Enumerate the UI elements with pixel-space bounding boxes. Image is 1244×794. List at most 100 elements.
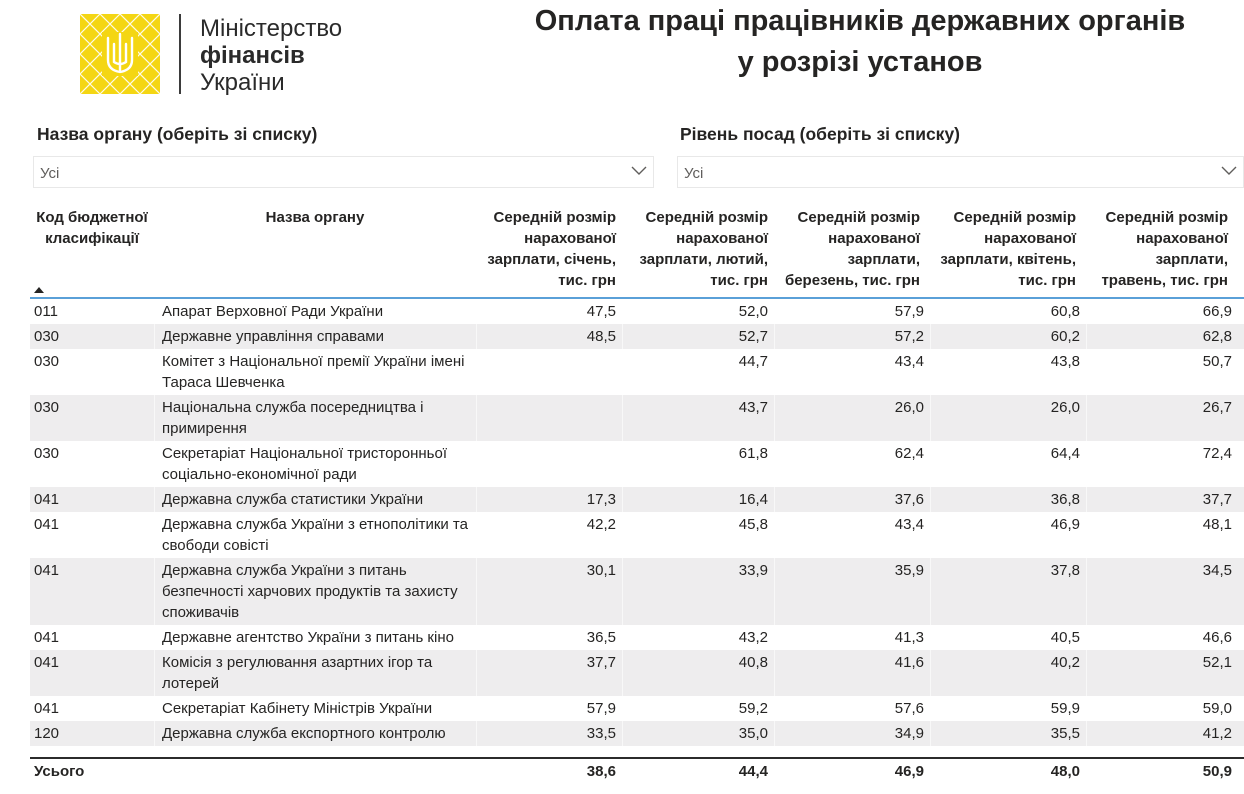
cell-march: 62,4 <box>774 441 930 487</box>
cell-march: 41,3 <box>774 625 930 650</box>
position-level-slicer-label: Рівень посад (оберіть зі списку) <box>680 124 960 144</box>
total-april: 48,0 <box>1050 763 1080 780</box>
cell-february: 52,7 <box>622 324 774 349</box>
cell-agency-name: Державна служба експортного контролю <box>154 721 476 746</box>
table-row[interactable]: 030 Державне управління справами 48,5 52,7 5… <box>30 324 1244 349</box>
cell-march: 57,2 <box>774 324 930 349</box>
cell-february: 16,4 <box>622 487 774 512</box>
cell-code: 030 <box>34 445 60 462</box>
cell-agency-name: Секретаріат Кабінету Міністрів України <box>154 696 476 721</box>
cell-code: 011 <box>34 303 58 320</box>
cell-code: 041 <box>34 516 60 533</box>
table-row[interactable]: 041 Секретаріат Кабінету Міністрів Україн… <box>30 696 1244 721</box>
agency-slicer-dropdown[interactable]: Усі <box>33 156 654 188</box>
header-name[interactable]: Назва органу <box>265 209 365 226</box>
cell-may: 59,0 <box>1086 696 1238 721</box>
table-row[interactable]: 041 Державна служба України з етнополітик… <box>30 512 1244 558</box>
header-april[interactable]: Середній розмір нарахованої зарплати, кв… <box>940 209 1076 289</box>
cell-agency-name: Державне управління справами <box>154 324 476 349</box>
agency-slicer-value: Усі <box>40 165 60 182</box>
total-march: 46,9 <box>894 763 924 780</box>
cell-april: 64,4 <box>930 441 1086 487</box>
logo-line-2: фінансів <box>200 42 305 69</box>
cell-code: 041 <box>34 562 60 579</box>
cell-march: 57,6 <box>774 696 930 721</box>
cell-march: 43,4 <box>774 349 930 395</box>
total-january: 38,6 <box>586 763 616 780</box>
cell-march: 37,6 <box>774 487 930 512</box>
cell-april: 43,8 <box>930 349 1086 395</box>
ministry-logo: Міністерство фінансів України <box>80 14 380 96</box>
sort-ascending-icon[interactable] <box>34 287 44 293</box>
cell-agency-name: Комітет з Національної премії України ім… <box>154 349 476 395</box>
header-january[interactable]: Середній розмір нарахованої зарплати, сі… <box>487 209 616 289</box>
cell-april: 40,5 <box>930 625 1086 650</box>
position-level-slicer-value: Усі <box>684 165 704 182</box>
table-header: Код бюджетної класифікації Назва органу … <box>30 199 1244 299</box>
cell-agency-name: Державна служба України з питань безпечн… <box>154 558 476 625</box>
cell-code: 041 <box>34 654 60 671</box>
cell-agency-name: Апарат Верховної Ради України <box>154 299 476 324</box>
cell-agency-name: Комісія з регулювання азартних ігор та л… <box>154 650 476 696</box>
header-may[interactable]: Середній розмір нарахованої зарплати, тр… <box>1101 209 1228 289</box>
cell-agency-name: Національна служба посередництва і прими… <box>154 395 476 441</box>
table-row[interactable]: 030 Секретаріат Національної тристоронньо… <box>30 441 1244 487</box>
page-title: Оплата праці працівників державних орган… <box>490 1 1230 83</box>
cell-february: 61,8 <box>622 441 774 487</box>
cell-february: 40,8 <box>622 650 774 696</box>
title-line-1: Оплата праці працівників державних орган… <box>534 5 1186 37</box>
cell-march: 26,0 <box>774 395 930 441</box>
cell-may: 66,9 <box>1086 299 1238 324</box>
cell-february: 45,8 <box>622 512 774 558</box>
cell-april: 59,9 <box>930 696 1086 721</box>
total-label: Усього <box>34 763 85 780</box>
chevron-down-icon <box>1221 166 1237 175</box>
cell-code: 041 <box>34 491 60 508</box>
table-row[interactable]: 120 Державна служба експортного контролю 3… <box>30 721 1244 746</box>
logo-line-3: України <box>200 69 285 96</box>
table-row[interactable]: 030 Комітет з Національної премії України… <box>30 349 1244 395</box>
table-row[interactable]: 041 Державна служба України з питань безп… <box>30 558 1244 625</box>
cell-code: 041 <box>34 700 60 717</box>
cell-agency-name: Державне агентство України з питань кіно <box>154 625 476 650</box>
agency-slicer-label: Назва органу (оберіть зі списку) <box>37 124 318 144</box>
cell-agency-name: Державна служба статистики України <box>154 487 476 512</box>
total-may: 50,9 <box>1202 763 1232 780</box>
table-row[interactable]: 041 Комісія з регулювання азартних ігор т… <box>30 650 1244 696</box>
header-march[interactable]: Середній розмір нарахованої зарплати, бе… <box>784 209 920 289</box>
cell-january: 33,5 <box>476 721 622 746</box>
cell-code: 030 <box>34 399 60 416</box>
cell-january: 48,5 <box>476 324 622 349</box>
ministry-name: Міністерство фінансів України <box>200 15 342 96</box>
table-row[interactable]: 041 Державна служба статистики України 17,… <box>30 487 1244 512</box>
cell-may: 46,6 <box>1086 625 1238 650</box>
cell-january <box>476 441 622 487</box>
cell-february: 35,0 <box>622 721 774 746</box>
cell-february: 52,0 <box>622 299 774 324</box>
cell-january: 42,2 <box>476 512 622 558</box>
table-total-row: Усього 38,6 44,4 46,9 48,0 50,9 <box>30 757 1244 784</box>
cell-january: 37,7 <box>476 650 622 696</box>
cell-january: 17,3 <box>476 487 622 512</box>
table-row[interactable]: 041 Державне агентство України з питань к… <box>30 625 1244 650</box>
table-row[interactable]: 011 Апарат Верховної Ради України 47,5 52,0… <box>30 299 1244 324</box>
cell-may: 62,8 <box>1086 324 1238 349</box>
cell-march: 43,4 <box>774 512 930 558</box>
header-code[interactable]: Код бюджетної класифікації <box>36 209 148 247</box>
cell-code: 041 <box>34 629 60 646</box>
table-body[interactable]: 011 Апарат Верховної Ради України 47,5 52,0… <box>30 299 1244 757</box>
cell-february: 33,9 <box>622 558 774 625</box>
cell-april: 60,2 <box>930 324 1086 349</box>
cell-may: 52,1 <box>1086 650 1238 696</box>
header-february[interactable]: Середній розмір нарахованої зарплати, лю… <box>639 209 768 289</box>
cell-january <box>476 349 622 395</box>
logo-divider <box>179 14 181 94</box>
cell-january: 47,5 <box>476 299 622 324</box>
cell-may: 41,2 <box>1086 721 1238 746</box>
cell-january: 30,1 <box>476 558 622 625</box>
title-line-2: у розрізі установ <box>737 46 983 78</box>
position-level-slicer-dropdown[interactable]: Усі <box>677 156 1244 188</box>
total-february: 44,4 <box>738 763 768 780</box>
table-row[interactable]: 030 Національна служба посередництва і пр… <box>30 395 1244 441</box>
cell-february: 43,7 <box>622 395 774 441</box>
